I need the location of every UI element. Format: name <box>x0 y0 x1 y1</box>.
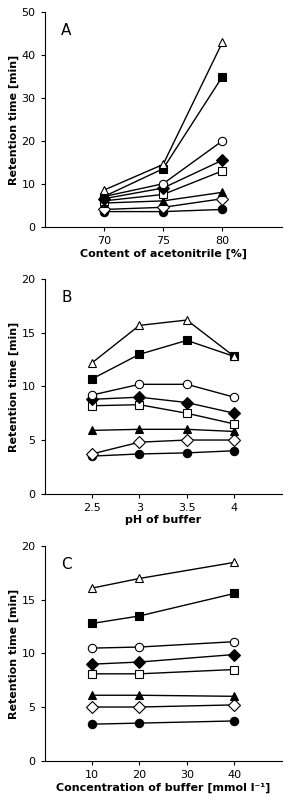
Y-axis label: Retention time [min]: Retention time [min] <box>8 321 19 452</box>
Y-axis label: Retention time [min]: Retention time [min] <box>8 54 19 184</box>
Text: A: A <box>61 23 72 38</box>
Y-axis label: Retention time [min]: Retention time [min] <box>8 589 19 718</box>
X-axis label: Concentration of buffer [mmol l⁻¹]: Concentration of buffer [mmol l⁻¹] <box>56 783 270 793</box>
X-axis label: pH of buffer: pH of buffer <box>125 515 201 525</box>
Text: C: C <box>61 557 72 572</box>
Text: B: B <box>61 290 72 305</box>
X-axis label: Content of acetonitrile [%]: Content of acetonitrile [%] <box>79 248 246 259</box>
